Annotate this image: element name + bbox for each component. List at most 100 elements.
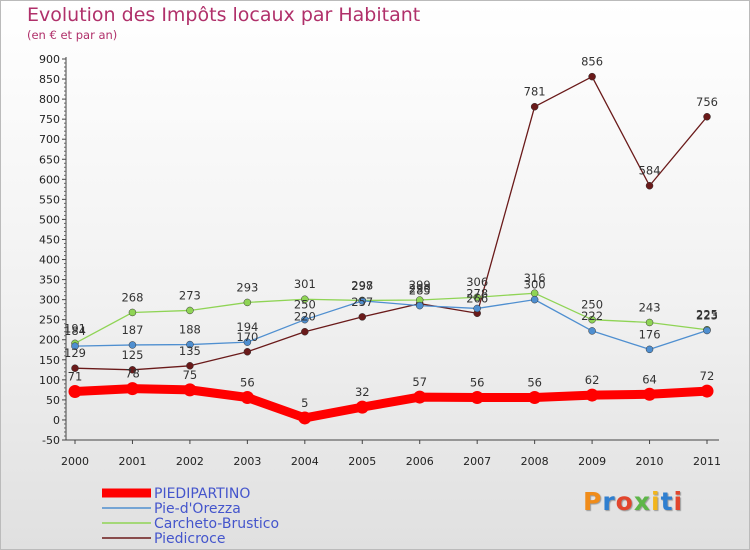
logo-letter: i [651,487,661,516]
data-label: 188 [179,323,201,337]
data-label: 298 [351,278,373,292]
proxiti-logo: Proxiti [583,487,683,516]
data-label: 129 [64,346,86,360]
y-tick-label: 300 [39,294,60,307]
data-point [243,298,252,307]
logo-letter: x [633,487,651,516]
series-line-2 [74,292,708,344]
data-label: 194 [236,320,258,334]
chart-title: Evolution des Impôts locaux par Habitant [27,4,421,26]
x-tick-label: 2009 [578,455,606,468]
y-tick-label: 550 [39,193,60,206]
y-tick-label: 450 [39,233,60,246]
data-point [700,384,714,398]
data-label: 57 [412,375,427,389]
data-label: 285 [409,284,431,298]
y-tick-label: 350 [39,274,60,287]
axes [65,57,719,441]
data-point [530,295,539,304]
series-line-1 [74,298,708,351]
data-label: 170 [236,330,258,344]
y-tick-label: 700 [39,133,60,146]
data-point [243,338,252,346]
data-point [643,387,657,401]
data-label: 297 [351,279,373,293]
data-label: 56 [240,375,255,389]
legend-label: Piedicroce [154,531,225,547]
data-point [128,308,137,317]
data-label: 32 [355,385,370,399]
data-point [703,326,711,335]
data-point [473,293,481,301]
logo-letter: i [673,487,684,516]
y-tick-label: 150 [39,354,60,367]
x-tick-label: 2000 [61,455,89,468]
data-label: 225 [696,308,718,322]
data-label: 71 [68,369,83,383]
data-label: 223 [696,309,718,323]
data-label: 135 [179,344,201,358]
y-tick-label: 650 [39,153,60,166]
y-tick-label: 200 [39,334,60,347]
data-point [358,313,367,321]
x-tick-label: 2008 [521,455,549,468]
chart-subtitle: (en € et par an) [27,28,118,42]
data-label: 220 [294,310,316,324]
x-tick-label: 2010 [636,455,664,468]
data-label: 250 [581,298,603,312]
x-tick-label: 2004 [291,455,319,468]
series-line-0 [70,384,712,423]
x-tick-label: 2007 [463,455,491,468]
logo-letter: t [660,487,674,516]
data-label: 301 [294,277,316,291]
data-label: 64 [642,372,657,386]
data-label: 756 [696,95,718,109]
x-axis-ticks: 2000 2001 2002 2003 2004 2005 2006 2007 2008 2009… [61,440,721,468]
y-tick-label: 0 [53,414,60,427]
data-point [301,295,309,303]
data-label: 316 [524,271,546,285]
y-tick-label: 500 [39,213,60,226]
data-label: 176 [639,327,661,341]
data-point [301,315,309,324]
data-point [588,72,596,81]
legend: PIEDIPARTINOPie-d'OrezzaCarcheto-Brustic… [102,486,279,547]
data-point [125,382,139,396]
legend-label: Pie-d'Orezza [154,501,241,517]
y-tick-label: 800 [39,93,60,106]
data-point [530,102,539,111]
data-label: 184 [64,324,86,338]
data-point [186,306,194,315]
series-layer [68,72,714,425]
y-tick-label: 50 [46,394,60,407]
x-tick-label: 2006 [406,455,434,468]
data-point [186,362,194,370]
data-point [128,366,137,374]
data-point [71,342,79,350]
legend-label: PIEDIPARTINO [154,486,250,502]
data-label: 293 [236,280,258,294]
x-tick-label: 2003 [233,455,261,468]
data-point [645,345,654,354]
data-label: 243 [639,300,661,314]
data-label: 222 [581,309,603,323]
data-point [298,411,312,425]
data-label: 268 [121,290,143,304]
data-label: 125 [121,348,143,362]
data-label: 75 [183,368,198,382]
x-tick-label: 2002 [176,455,204,468]
data-label: 78 [125,367,140,381]
y-tick-label: 600 [39,173,60,186]
logo-letter: r [602,487,616,516]
data-label: 300 [524,278,546,292]
y-axis-ticks: -50 0 50 100 150 200 250 300 350 400 450 500 550 600 6… [39,53,66,447]
y-tick-label: 250 [39,314,60,327]
data-label: 191 [64,321,86,335]
data-label: 187 [121,323,143,337]
data-label: 856 [581,55,603,69]
data-label: 62 [585,373,600,387]
data-point [186,340,194,349]
data-point [645,181,654,190]
data-label: 306 [466,275,488,289]
data-label: 56 [527,375,542,389]
